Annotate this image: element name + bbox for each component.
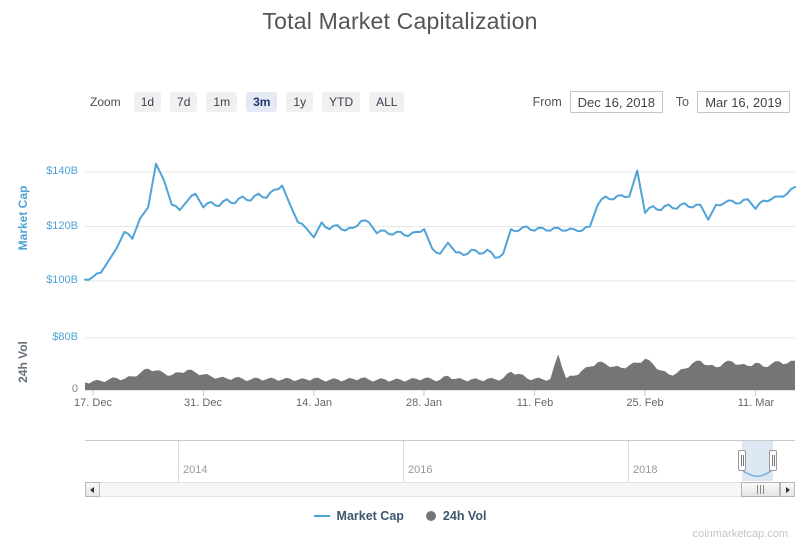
scrollbar-left-arrow-icon[interactable] xyxy=(85,482,100,497)
y-axis-label: $80B xyxy=(52,331,78,343)
legend-label-market-cap: Market Cap xyxy=(336,509,404,523)
circle-marker-icon xyxy=(425,511,436,521)
watermark: coinmarketcap.com xyxy=(692,528,788,540)
x-axis-label: 14. Jan xyxy=(295,397,333,409)
y-axis-label: $100B xyxy=(46,274,78,286)
navigator-selected-range[interactable] xyxy=(742,441,773,481)
zoom-button-1y[interactable]: 1y xyxy=(286,92,314,112)
from-date-input[interactable] xyxy=(569,91,663,113)
to-label: To xyxy=(675,95,689,109)
zoom-button-3m[interactable]: 3m xyxy=(246,92,278,112)
thumb-grip-icon xyxy=(757,485,764,494)
navigator[interactable]: 2014 2016 2018 xyxy=(85,440,795,483)
page-title: Total Market Capitalization xyxy=(262,8,538,34)
navigator-year-label: 2016 xyxy=(408,464,433,476)
x-axis-label: 28. Jan xyxy=(405,397,443,409)
scrollbar-track[interactable] xyxy=(85,482,795,497)
x-axis-label: 17. Dec xyxy=(74,397,112,409)
y-axis-label: $140B xyxy=(46,165,78,177)
x-axis-label: 11. Mar xyxy=(737,397,775,409)
date-range-inputs: From To xyxy=(533,91,790,113)
navigator-year-label: 2014 xyxy=(183,464,208,476)
zoom-button-7d[interactable]: 7d xyxy=(170,92,198,112)
y-axis-label: 0 xyxy=(71,383,78,395)
navigator-gridline xyxy=(403,441,404,483)
zoom-button-1d[interactable]: 1d xyxy=(133,92,162,112)
range-selector: Zoom 1d 7d 1m 3m 1y YTD ALL From To xyxy=(0,90,800,114)
zoom-button-1m[interactable]: 1m xyxy=(206,92,238,112)
navigator-gridline xyxy=(178,441,179,483)
line-marker-icon xyxy=(313,515,330,517)
navigator-left-handle[interactable] xyxy=(738,450,746,471)
zoom-button-ytd[interactable]: YTD xyxy=(322,92,361,112)
legend-label-24h-vol: 24h Vol xyxy=(442,509,487,523)
x-axis-label: 11. Feb xyxy=(516,397,554,409)
navigator-series-preview xyxy=(742,469,773,477)
plot-area[interactable] xyxy=(85,140,795,396)
legend: Market Cap 24h Vol xyxy=(0,509,800,523)
y-axis-label: $120B xyxy=(46,220,78,232)
navigator-right-handle[interactable] xyxy=(769,450,777,471)
from-label: From xyxy=(532,95,562,109)
scrollbar-thumb[interactable] xyxy=(741,482,780,497)
navigator-gridline xyxy=(628,441,629,483)
legend-item-24h-vol[interactable]: 24h Vol xyxy=(425,509,487,523)
zoom-label: Zoom xyxy=(90,95,121,109)
zoom-button-all[interactable]: ALL xyxy=(369,92,405,112)
x-axis-label: 25. Feb xyxy=(626,397,664,409)
legend-item-market-cap[interactable]: Market Cap xyxy=(313,509,404,523)
x-axis-label: 31. Dec xyxy=(184,397,222,409)
navigator-year-label: 2018 xyxy=(633,464,658,476)
to-date-input[interactable] xyxy=(697,91,790,113)
scrollbar-right-arrow-icon[interactable] xyxy=(780,482,795,497)
